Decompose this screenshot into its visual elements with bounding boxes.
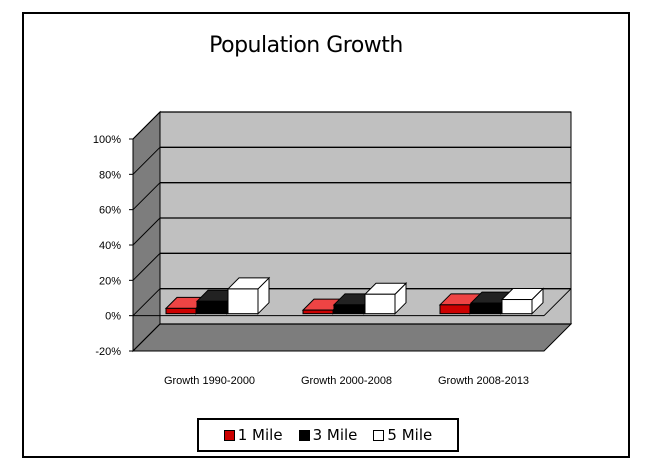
legend-item-1-mile: 1 Mile: [223, 426, 283, 444]
legend-item-5-mile: 5 Mile: [373, 426, 432, 444]
legend-swatch-5-mile: [373, 429, 385, 441]
bar-1-mile-2: [439, 304, 471, 315]
gridline-side: [132, 182, 161, 211]
bar-5-mile-2: [501, 299, 533, 315]
legend-swatch-1-mile: [223, 429, 235, 441]
bar-3-mile-1: [333, 304, 365, 315]
legend-label-3-mile: 3 Mile: [312, 426, 358, 444]
x-category-label: Growth 1990-2000: [164, 375, 255, 387]
bar-1-mile-1: [302, 309, 334, 315]
gridline-side: [132, 146, 161, 175]
legend-label-1-mile: 1 Mile: [237, 426, 283, 444]
bar-5-mile-0: [227, 288, 259, 315]
zero-line-edge: [543, 288, 572, 317]
legend-label-5-mile: 5 Mile: [387, 426, 433, 444]
y-tick-label: 100%: [93, 134, 121, 146]
bar-5-mile-1: [364, 293, 396, 315]
y-tick-label: -20%: [95, 346, 121, 358]
floor: [131, 323, 573, 352]
legend-swatch-3-mile: [298, 429, 310, 441]
y-tick-label: 60%: [99, 205, 121, 217]
x-category-label: Growth 2008-2013: [438, 375, 529, 387]
y-tick-label: 40%: [99, 240, 121, 252]
legend-item-3-mile: 3 Mile: [298, 426, 358, 444]
bar-3-mile-2: [470, 302, 502, 315]
x-category-label: Growth 2000-2008: [301, 375, 392, 387]
gridline-side: [132, 252, 161, 281]
bar-3-mile-0: [196, 300, 228, 315]
gridline-side: [132, 288, 161, 317]
gridline-side: [132, 217, 161, 246]
gridline-side: [132, 111, 161, 140]
bar-1-mile-0: [165, 307, 197, 315]
chart-legend: 1 Mile 3 Mile 5 Mile: [197, 418, 459, 452]
y-tick-label: 0%: [105, 311, 121, 323]
y-tick-label: 20%: [99, 275, 121, 287]
chart-title: Population Growth: [209, 33, 403, 58]
y-tick-label: 80%: [99, 169, 121, 181]
gridline-side: [132, 323, 161, 352]
